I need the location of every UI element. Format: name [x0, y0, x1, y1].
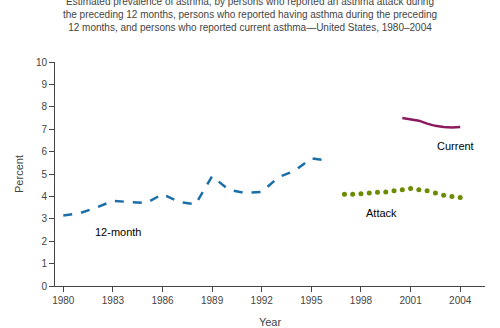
svg-text:0: 0: [41, 281, 47, 292]
svg-text:Percent: Percent: [13, 155, 25, 193]
svg-text:2001: 2001: [399, 295, 422, 306]
svg-text:7: 7: [41, 124, 47, 135]
svg-text:1989: 1989: [201, 295, 224, 306]
svg-text:9: 9: [41, 79, 47, 90]
svg-text:6: 6: [41, 146, 47, 157]
svg-text:1986: 1986: [151, 295, 174, 306]
svg-text:4: 4: [41, 191, 47, 202]
svg-text:2004: 2004: [449, 295, 472, 306]
svg-text:1998: 1998: [350, 295, 373, 306]
svg-text:Attack: Attack: [366, 207, 397, 219]
svg-text:3: 3: [41, 213, 47, 224]
svg-text:1: 1: [41, 258, 47, 269]
svg-text:5: 5: [41, 169, 47, 180]
svg-text:Estimated prevalence of asthma: Estimated prevalence of asthma, by perso…: [63, 0, 437, 33]
svg-text:8: 8: [41, 101, 47, 112]
svg-text:1995: 1995: [300, 295, 323, 306]
svg-text:1992: 1992: [251, 295, 274, 306]
svg-text:10: 10: [36, 57, 48, 68]
svg-text:2: 2: [41, 236, 47, 247]
svg-text:1980: 1980: [52, 295, 75, 306]
svg-text:Year: Year: [259, 316, 282, 328]
svg-text:12-month: 12-month: [95, 226, 141, 238]
svg-text:1983: 1983: [102, 295, 125, 306]
svg-text:Current: Current: [437, 140, 474, 152]
